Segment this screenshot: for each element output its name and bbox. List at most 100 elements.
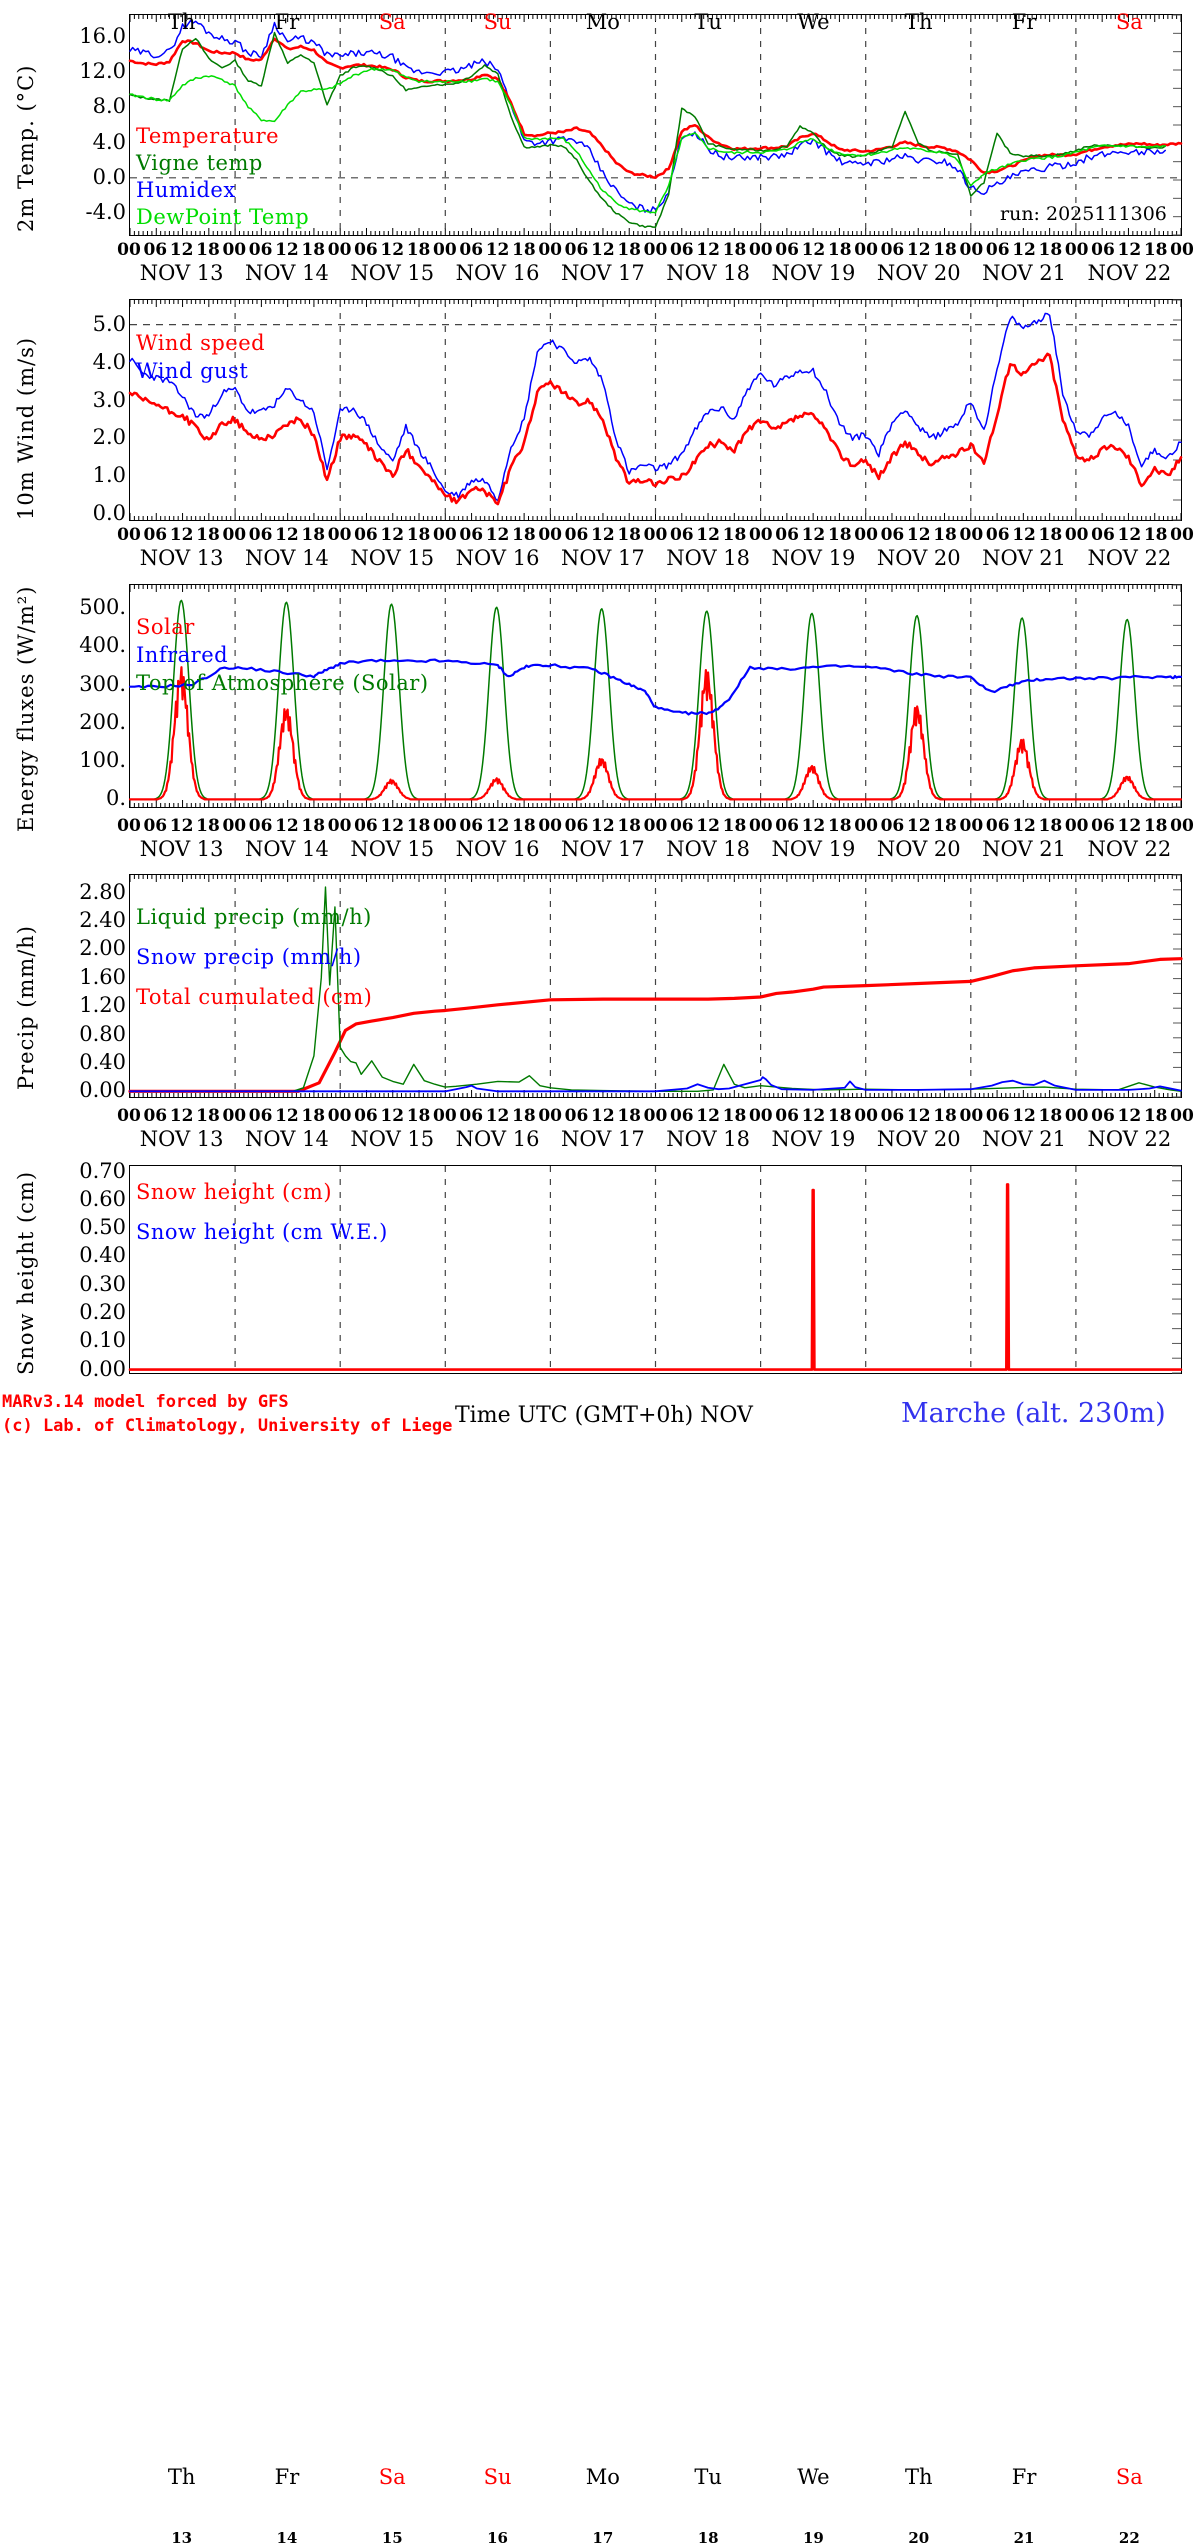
xaxis-title: Time UTC (GMT+0h) NOV: [455, 1403, 753, 1428]
hour-tick-label: 00: [1064, 1106, 1089, 1126]
y-axis-tick-label: 2.0: [92, 425, 126, 450]
hour-tick-label: 18: [1143, 525, 1168, 545]
hour-tick-label: 12: [275, 1106, 299, 1126]
day-label: NOV 15: [350, 261, 435, 285]
y-axis-tick-label: 0.0: [92, 164, 126, 189]
day-label: NOV 16: [455, 837, 540, 861]
hour-tick-label: 12: [169, 1106, 194, 1126]
hour-tick-label: 06: [985, 816, 1010, 836]
hour-tick-label: 06: [669, 1106, 694, 1126]
day-number-label: 22: [1118, 2529, 1140, 2547]
day-label: NOV 20: [876, 546, 961, 570]
hour-tick-label: 06: [459, 525, 484, 545]
hour-tick-label: 00: [538, 816, 563, 836]
hour-tick-label: 00: [538, 1106, 563, 1126]
panel-energy-fluxes: Energy fluxes (W/m²) 500. 400. 300. 200. 100…: [0, 570, 1194, 861]
hour-tick-label: 06: [354, 240, 378, 260]
hour-tick-label: 00: [854, 816, 878, 836]
hour-tick-label: 12: [591, 240, 615, 260]
y-axis-tick-label: 0.50: [79, 1215, 126, 1240]
day-number-label: 14: [276, 2529, 298, 2547]
day-of-week-label: Su: [483, 2465, 512, 2489]
legend-entry: Vigne temp: [136, 151, 263, 175]
hour-tick-label: 12: [696, 816, 720, 836]
hour-tick-label: 18: [722, 816, 747, 836]
hour-tick-label: 18: [617, 240, 642, 260]
hour-tick-label: 00: [538, 240, 563, 260]
y-axis-tick-label: 2.40: [79, 908, 126, 933]
day-of-week-label: Sa: [1115, 10, 1143, 34]
hour-tick-label: 06: [459, 1106, 484, 1126]
hour-tick-label: 00: [643, 816, 668, 836]
day-label: NOV 17: [560, 261, 645, 285]
y-axis-tick-label: 300.: [79, 671, 126, 696]
hour-tick-label: 12: [906, 525, 931, 545]
hour-tick-label: 06: [669, 525, 694, 545]
day-label: NOV 21: [982, 546, 1066, 570]
hour-tick-label: 18: [406, 525, 431, 545]
hour-tick-label: 06: [985, 240, 1010, 260]
day-number-label: 17: [592, 2529, 614, 2547]
y-axis-tick-label: 200.: [79, 709, 126, 734]
day-label: NOV 19: [771, 546, 856, 570]
legend-entry: DewPoint Temp: [136, 205, 310, 229]
hour-tick-label: 12: [380, 240, 405, 260]
hour-tick-label: 18: [722, 240, 747, 260]
temperature-plot: [128, 14, 1183, 236]
day-of-week-label: Su: [483, 10, 512, 34]
y-axis-tick-label: 8.0: [92, 94, 126, 119]
day-of-week-label: Th: [904, 10, 933, 34]
legend-entry: Infrared: [136, 643, 229, 667]
day-label: NOV 17: [560, 837, 645, 861]
legend-entry: Snow height (cm W.E.): [136, 1220, 388, 1244]
hour-tick-label: 00: [1064, 240, 1089, 260]
y-axis-tick-label: 0.00: [79, 1356, 126, 1381]
day-of-week-label: We: [797, 10, 830, 34]
hour-tick-label: 12: [591, 1106, 615, 1126]
day-of-week-label: Fr: [274, 10, 300, 34]
hour-tick-label: 18: [1143, 240, 1168, 260]
hour-tick-label: 12: [1012, 816, 1036, 836]
hour-tick-label: 18: [196, 240, 220, 260]
day-of-week-label: Tu: [694, 10, 722, 34]
day-label: NOV 13: [139, 1127, 224, 1151]
y-axis-tick-label: 5.0: [92, 311, 126, 336]
hour-tick-label: 00: [1064, 816, 1089, 836]
y-axis-tick-label: 0.10: [79, 1328, 126, 1353]
hour-tick-label: 00: [1064, 525, 1089, 545]
hour-tick-label: 12: [380, 1106, 405, 1126]
hour-tick-label: 00: [433, 1106, 457, 1126]
hour-tick-label: 06: [880, 1106, 905, 1126]
hour-tick-label: 12: [1012, 1106, 1036, 1126]
day-label: NOV 14: [245, 546, 329, 570]
hour-tick-label: 00: [222, 240, 247, 260]
hour-tick-label: 06: [564, 1106, 589, 1126]
hour-tick-label: 00: [433, 816, 457, 836]
hour-tick-label: 00: [959, 1106, 984, 1126]
hour-tick-label: 18: [722, 525, 747, 545]
hour-tick-label: 12: [169, 525, 194, 545]
day-label: NOV 22: [1087, 261, 1172, 285]
hour-tick-label: 18: [196, 816, 220, 836]
hour-tick-label: 12: [1117, 816, 1142, 836]
day-label: NOV 13: [139, 837, 224, 861]
hour-tick-label: 06: [564, 816, 589, 836]
hour-tick-label: 12: [1117, 525, 1142, 545]
day-of-week-label: Fr: [274, 2465, 300, 2489]
hour-tick-label: 18: [512, 525, 536, 545]
hour-tick-label: 18: [933, 816, 957, 836]
y-axis-tick-label: 2.80: [79, 879, 126, 904]
day-label: NOV 19: [771, 1127, 856, 1151]
energy-plot: [128, 584, 1183, 808]
hour-tick-label: 18: [827, 1106, 852, 1126]
legend-entry: Solar: [136, 615, 195, 639]
y-axis-tick-label: 3.0: [92, 387, 126, 412]
day-label: NOV 15: [350, 546, 435, 570]
hour-tick-label: 12: [169, 240, 194, 260]
hour-tick-label: 00: [222, 525, 247, 545]
y-axis-tick-label: 0.00: [79, 1078, 126, 1103]
hour-tick-label: 18: [512, 1106, 536, 1126]
day-of-week-label: Tu: [694, 2465, 722, 2489]
hour-tick-label: 18: [1038, 525, 1063, 545]
run-label: run: 2025111306: [1000, 203, 1167, 225]
